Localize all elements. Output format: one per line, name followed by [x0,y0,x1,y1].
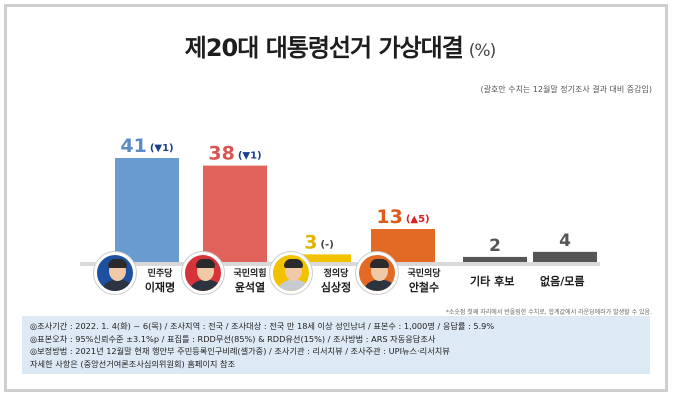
title-unit: (%) [468,41,496,61]
party-name: 국민의당 [407,269,441,279]
value-label-1: 41 [120,135,146,157]
change-note: (괄호안 수치는 12월말 정기조사 결과 대비 증감임) [480,85,652,94]
party-name: 정의당 [323,269,349,279]
change-label-3: (-) [320,239,333,250]
candidate-label-2: 국민의힘 윤석열 [224,266,276,295]
bar-6 [533,251,597,262]
bar-2 [203,165,267,262]
candidate-name: 윤석열 [234,281,266,294]
value-label-2: 38 [208,143,234,165]
candidate-name: 심상정 [320,281,352,294]
chart-frame [4,4,668,392]
chart-baseline [80,262,600,266]
sampling-error-line: ◎표본오차 : 95%신뢰수준 ±3.1%p / 표집틀 : RDD무선(85%… [30,333,436,344]
none-unknown-label: 없음/모름 [540,275,585,288]
change-label-2: (▼1) [238,151,262,162]
avatar-ahn [356,252,398,294]
avatar-sim [270,252,312,294]
bar-5 [463,256,527,262]
change-label-4: (▲5) [406,214,430,225]
value-label-6: 4 [559,231,571,251]
candidate-label-3: 정의당 심상정 [312,266,360,295]
bar-1 [115,158,179,262]
candidate-name: 안철수 [408,281,440,294]
change-label-1: (▼1) [150,143,174,154]
candidate-label-4: 국민의당 안철수 [398,266,450,295]
value-label-5: 2 [489,236,501,256]
bar-chart: 41 (▼1) 38 (▼1) 3 (-) 13 (▲5) 2 4 [80,135,600,266]
candidate-name: 이재명 [144,281,176,294]
rounding-footnote: *소숫점 첫째 자리에서 반올림한 수치로, 합계값에서 라운딩에러가 발생할 … [445,309,652,316]
avatar-yoon [182,252,224,294]
survey-period-line: ◎조사기간 : 2022. 1. 4(화) ~ 6(목) / 조사지역 : 전국… [30,321,495,331]
bar-3 [287,254,351,262]
reference-line: 자세한 사항은 (중앙선거여론조사심의위원회) 홈페이지 참조 [30,358,236,369]
candidate-label-1: 민주당 이재명 [136,266,184,295]
avatar-lee [94,252,136,294]
title-text: 제20대 대통령선거 가상대결 [184,34,464,62]
other-candidates-label: 기타 후보 [470,275,515,288]
weighting-line: ◎보정방법 : 2021년 12월말 현재 행안부 주민등록인구비례(셀가중) … [30,346,450,357]
party-name: 국민의힘 [233,269,267,279]
chart-title: 제20대 대통령선거 가상대결 (%) [0,28,680,63]
value-label-4: 13 [376,206,402,228]
party-name: 민주당 [147,269,173,279]
survey-info-box: ◎조사기간 : 2022. 1. 4(화) ~ 6(목) / 조사지역 : 전국… [22,316,650,374]
value-label-3: 3 [304,231,317,253]
